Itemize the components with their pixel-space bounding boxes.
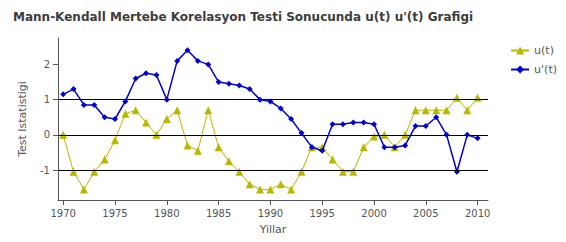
svg-text:1995: 1995 xyxy=(309,208,334,219)
svg-text:Mann-Kendall Mertebe Korelasyo: Mann-Kendall Mertebe Korelasyon Testi So… xyxy=(13,10,473,24)
svg-text:u'(t): u'(t) xyxy=(534,63,557,76)
svg-text:2000: 2000 xyxy=(361,208,386,219)
svg-text:2010: 2010 xyxy=(465,208,490,219)
svg-text:1: 1 xyxy=(44,94,50,105)
svg-text:1970: 1970 xyxy=(50,208,75,219)
svg-text:1975: 1975 xyxy=(102,208,127,219)
svg-text:2: 2 xyxy=(44,59,50,70)
svg-text:-1: -1 xyxy=(40,165,50,176)
svg-text:1980: 1980 xyxy=(154,208,179,219)
svg-text:0: 0 xyxy=(44,129,50,140)
svg-text:Yillar: Yillar xyxy=(259,223,287,236)
svg-text:u(t): u(t) xyxy=(534,44,554,57)
svg-text:1985: 1985 xyxy=(206,208,231,219)
svg-text:1990: 1990 xyxy=(258,208,283,219)
svg-text:Test Istatistigi: Test Istatistigi xyxy=(16,81,29,158)
svg-text:2005: 2005 xyxy=(413,208,438,219)
